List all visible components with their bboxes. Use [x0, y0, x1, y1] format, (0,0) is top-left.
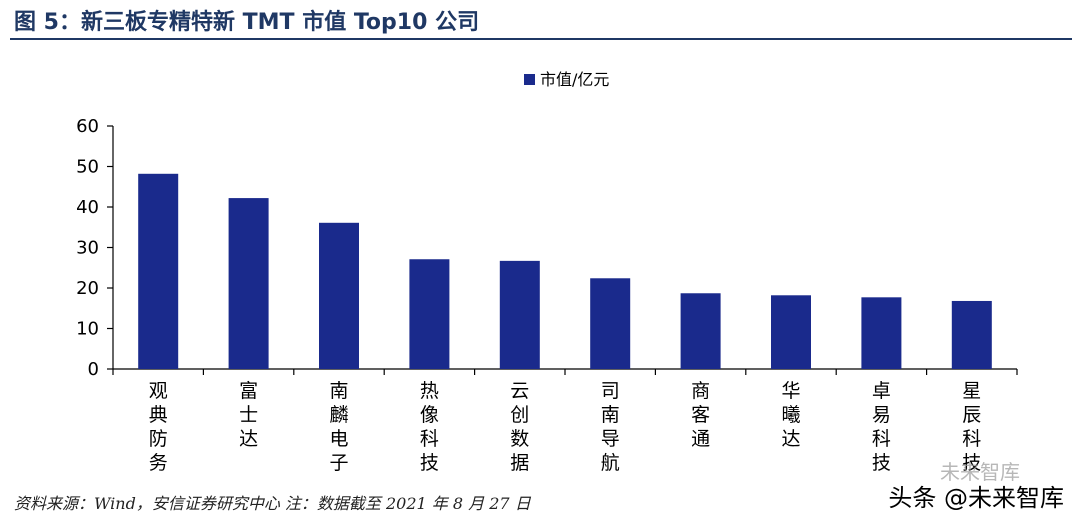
bar	[861, 297, 902, 369]
y-tick-label: 10	[76, 319, 99, 340]
bar	[680, 293, 721, 369]
chart-legend: 市值/亿元	[524, 70, 609, 89]
bar	[409, 259, 450, 369]
source-note: 资料来源：Wind，安信证券研究中心 注：数据截至 2021 年 8 月 27 …	[14, 494, 531, 513]
y-tick-label: 30	[76, 238, 99, 259]
bar	[590, 278, 631, 369]
category-label: 华曦达	[781, 380, 800, 450]
bar	[499, 260, 540, 369]
bars	[138, 173, 992, 369]
category-label: 热像科技	[420, 380, 439, 474]
category-label: 云创数据	[510, 380, 529, 474]
category-label: 卓易科技	[872, 380, 891, 474]
category-label: 司南导航	[601, 380, 620, 474]
y-tick-label: 50	[76, 157, 99, 178]
bar	[951, 300, 992, 369]
bar	[771, 295, 811, 369]
bar	[228, 198, 269, 369]
figure-title: 图 5：新三板专精特新 TMT 市值 Top10 公司	[14, 10, 480, 35]
y-tick-label: 60	[76, 116, 99, 137]
y-tick-label: 0	[88, 359, 99, 380]
legend-label: 市值/亿元	[540, 70, 609, 89]
y-axis: 0 10 20 30 40 50 60	[76, 116, 114, 380]
x-axis	[112, 368, 1018, 375]
bar	[138, 173, 179, 369]
category-label: 商客通	[691, 380, 710, 450]
category-label: 南麟电子	[329, 380, 348, 474]
title-rule	[10, 38, 1072, 40]
y-tick-label: 20	[76, 278, 99, 299]
watermark-secondary: 未来智库	[940, 460, 1020, 484]
category-labels: 观典防务 富士达 南麟电子 热像科技 云创数据 司南导航 商客通 华曦达 卓易科技 星辰科技	[149, 380, 982, 474]
y-tick-label: 40	[76, 197, 99, 218]
category-label: 星辰科技	[962, 380, 981, 474]
watermark: 头条 @未来智库	[888, 484, 1064, 512]
category-label: 观典防务	[149, 380, 168, 474]
bar	[319, 222, 359, 369]
legend-swatch	[524, 74, 535, 85]
bar-chart: 市值/亿元 0 10 20 30 40 50 60 观典防务 富士达 南麟电子 热像科技 云创数据 司…	[76, 70, 1018, 474]
category-label: 富士达	[239, 380, 258, 450]
